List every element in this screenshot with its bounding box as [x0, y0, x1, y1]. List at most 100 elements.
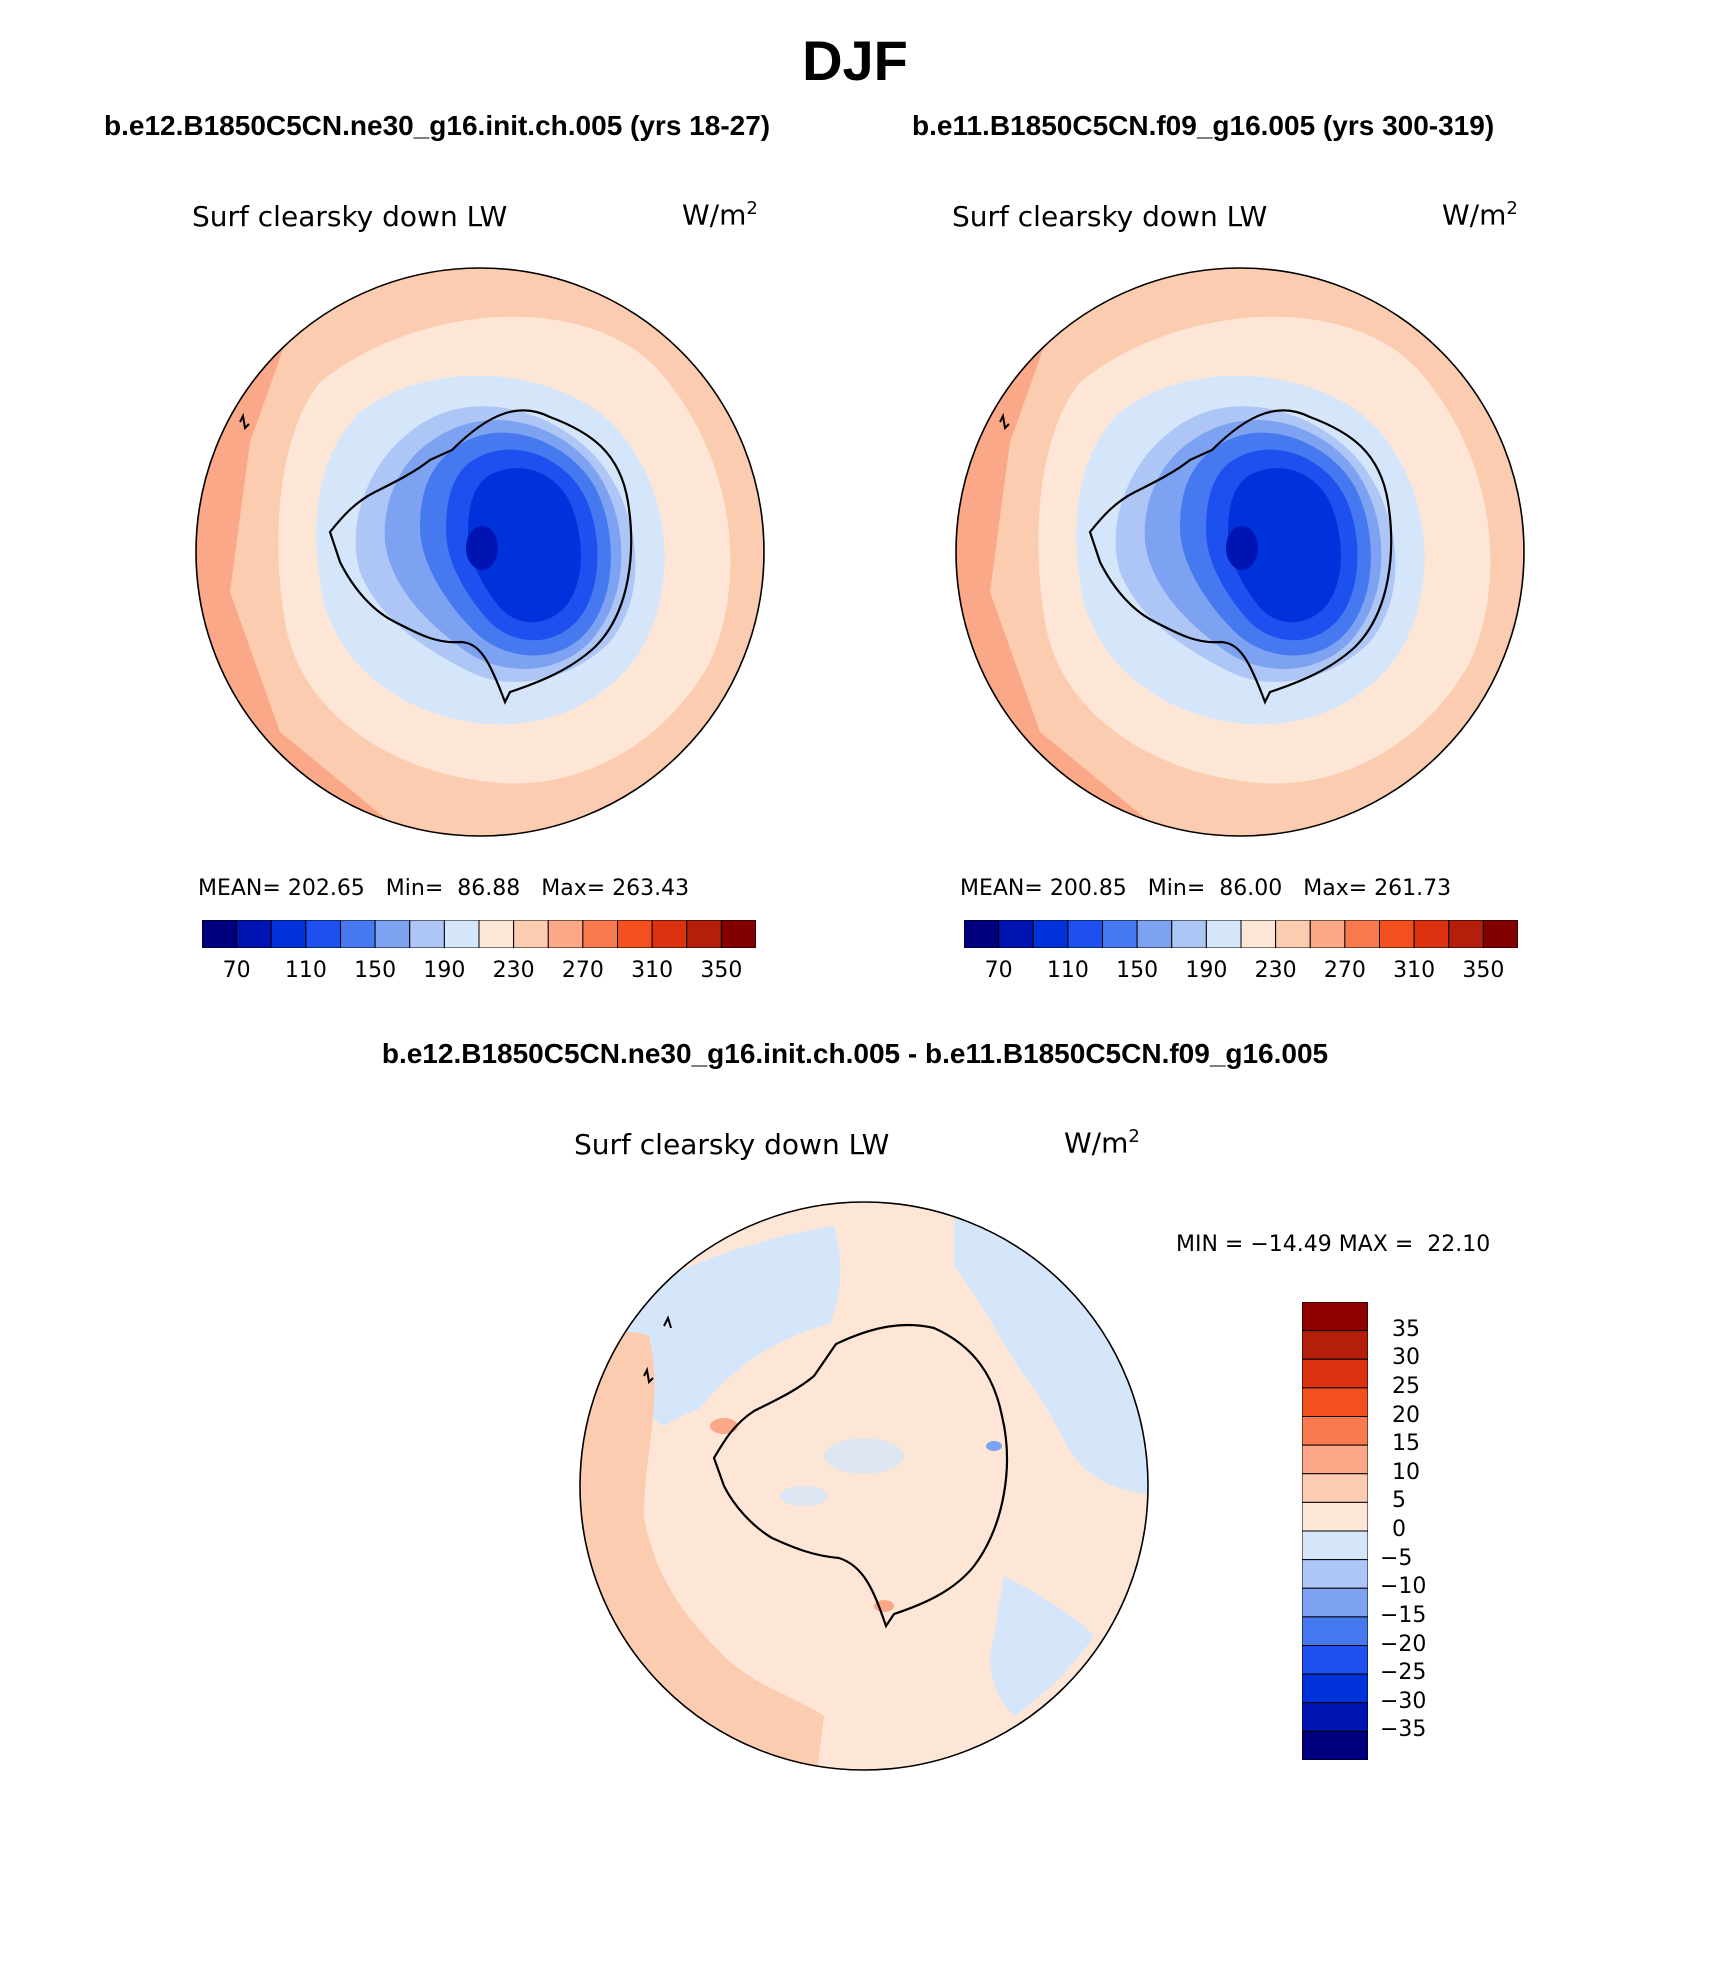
panel-2-max-label: Max= — [1303, 876, 1368, 901]
panel-1-colorbar-tick-label: 190 — [423, 958, 466, 983]
panel-1-max-label: Max= — [541, 876, 606, 901]
panel-1-colorbar-swatch — [409, 919, 445, 949]
panel-1-colorbar-swatch — [582, 919, 618, 949]
diff-colorbar-swatch — [1301, 1301, 1369, 1332]
diff-colorbar-tick-label: 5 — [1392, 1488, 1406, 1514]
diff-colorbar-swatch — [1301, 1358, 1369, 1389]
panel-1-colorbar-tick-label: 70 — [222, 958, 251, 983]
band-110 — [468, 468, 581, 623]
diff-colorbar-tick-label: 35 — [1392, 1316, 1420, 1342]
diff-colorbar-swatch — [1301, 1501, 1369, 1532]
diff-colorbar-tick-label: 10 — [1392, 1459, 1420, 1485]
panel-2-colorbar-ticks: 70 110 150 190 230 270 310 350 — [964, 958, 1518, 988]
band-90 — [1226, 526, 1258, 570]
diff-colorbar-swatch — [1301, 1702, 1369, 1732]
panel-2-min-label: Min= — [1147, 876, 1206, 901]
panel-1-colorbar-swatch — [686, 919, 722, 949]
panel-2-colorbar-tick-label: 270 — [1323, 958, 1366, 983]
diff-panel-title: b.e12.B1850C5CN.ne30_g16.init.ch.005 - b… — [381, 1038, 1329, 1069]
panel-1-colorbar-swatch — [374, 919, 411, 949]
map-boundary — [955, 267, 1525, 837]
diff-units-label: W/m2 — [1064, 1126, 1140, 1160]
diff-colorbar-tick-label: 25 — [1392, 1373, 1420, 1399]
panel-2-colorbar-tick-label: 190 — [1185, 958, 1228, 983]
panel-2-colorbar-swatch — [1032, 919, 1069, 949]
panel-1-colorbar-tick-label: 230 — [492, 958, 535, 983]
diff-colorbar-swatch — [1301, 1645, 1369, 1675]
panel-1-colorbar-swatch — [547, 919, 584, 949]
diff-colorbar-swatch — [1301, 1730, 1369, 1761]
diff-map — [579, 1201, 1149, 1771]
diff-colorbar-swatch — [1301, 1673, 1369, 1704]
panel-2-colorbar-swatch — [1136, 919, 1173, 949]
panel-2-mean-value: 200.85 — [1049, 876, 1127, 901]
panel-2-colorbar-tick-label: 350 — [1462, 958, 1505, 983]
diff-colorbar-swatch — [1301, 1559, 1369, 1589]
panel-1-colorbar-tick-label: 350 — [700, 958, 743, 983]
panel-2-colorbar-tick-label: 310 — [1393, 958, 1436, 983]
panel-2-colorbar-swatch — [1482, 919, 1519, 949]
map-boundary — [579, 1201, 1149, 1771]
diff-colorbar-tick-label: −25 — [1380, 1660, 1427, 1686]
panel-1-case-title: b.e12.B1850C5CN.ne30_g16.init.ch.005 (yr… — [104, 110, 771, 141]
panel-1-min-label: Min= — [385, 876, 444, 901]
antarctica-coastline — [1088, 409, 1393, 705]
panel-2-colorbar-swatch — [1275, 919, 1311, 949]
diff-colorbar-swatch — [1301, 1587, 1369, 1618]
panel-1-colorbar-swatch — [201, 919, 238, 949]
diff-colorbar-tick-label: −30 — [1380, 1688, 1427, 1714]
diff-colorbar-tick-label: −35 — [1380, 1717, 1427, 1743]
diff-colorbar-tick-label: 20 — [1392, 1402, 1420, 1428]
diff-colorbar-swatch — [1301, 1473, 1369, 1503]
panel-1-colorbar — [201, 919, 757, 949]
diff-colorbar-tick-label: 30 — [1392, 1345, 1420, 1371]
diff-colorbar-tick-label: 15 — [1392, 1431, 1420, 1457]
panel-2-units-label: W/m2 — [1442, 198, 1518, 232]
panel-2-colorbar-tick-label: 70 — [984, 958, 1013, 983]
panel-1-map — [195, 267, 765, 837]
panel-1-colorbar-swatch — [236, 919, 272, 949]
panel-1-max-value: 263.43 — [612, 876, 690, 901]
diff-colorbar-swatch — [1301, 1330, 1369, 1360]
diff-colorbar-swatch — [1301, 1616, 1369, 1646]
figure-title: DJF — [802, 29, 908, 92]
panel-1-colorbar-tick-label: 310 — [631, 958, 674, 983]
diff-colorbar-swatch — [1301, 1444, 1369, 1475]
panel-2-map — [955, 267, 1525, 837]
antarctica-coastline — [712, 1323, 1008, 1629]
panel-1-colorbar-swatch — [270, 919, 307, 949]
panel-1-min-value: 86.88 — [457, 876, 521, 901]
antarctica-coastline — [328, 409, 633, 705]
panel-2-colorbar-tick-label: 150 — [1116, 958, 1159, 983]
diff-minmax: MIN = −14.49 MAX = 22.10 — [1176, 1232, 1491, 1257]
panel-2-colorbar-tick-label: 230 — [1254, 958, 1297, 983]
panel-1-mean-value: 202.65 — [287, 876, 365, 901]
panel-2-colorbar-swatch — [1102, 919, 1138, 949]
panel-2-colorbar-swatch — [998, 919, 1034, 949]
panel-2-variable-label: Surf clearsky down LW — [952, 200, 1268, 233]
panel-2-colorbar-swatch — [1067, 919, 1103, 949]
panel-2-stats: MEAN= 200.85 Min= 86.00 Max= 261.73 — [960, 876, 1451, 901]
panel-2-colorbar-swatch — [1171, 919, 1207, 949]
panel-2-colorbar-swatch — [1309, 919, 1346, 949]
panel-1-colorbar-swatch — [478, 919, 515, 949]
diff-colorbar-swatch — [1301, 1387, 1369, 1417]
panel-1-stats: MEAN= 202.65 Min= 86.88 Max= 263.43 — [198, 876, 689, 901]
band-90 — [466, 526, 498, 570]
diff-variable-label: Surf clearsky down LW — [574, 1128, 890, 1161]
panel-2-colorbar-swatch — [1379, 919, 1415, 949]
band-270 — [956, 302, 1280, 836]
panel-2-max-value: 261.73 — [1374, 876, 1452, 901]
diff-colorbar-tick-label: −5 — [1380, 1545, 1413, 1571]
diff-colorbar-ticks: 35 30 25 20 15 10 5 0 −5 −10 −15 −20 −25 −30 −35 — [1380, 1302, 1500, 1760]
band-270 — [196, 302, 520, 836]
diff-negative-region-east — [954, 1216, 1148, 1496]
diff-colorbar — [1301, 1301, 1369, 1761]
panel-1-colorbar-tick-label: 110 — [284, 958, 327, 983]
diff-colorbar-tick-label: −15 — [1380, 1602, 1427, 1628]
diff-colorbar-tick-label: −10 — [1380, 1574, 1427, 1600]
diff-interior-negative — [824, 1438, 904, 1474]
coastline-islands — [643, 1315, 672, 1385]
panel-1-colorbar-swatch — [443, 919, 480, 949]
panel-1-colorbar-swatch — [617, 919, 653, 949]
